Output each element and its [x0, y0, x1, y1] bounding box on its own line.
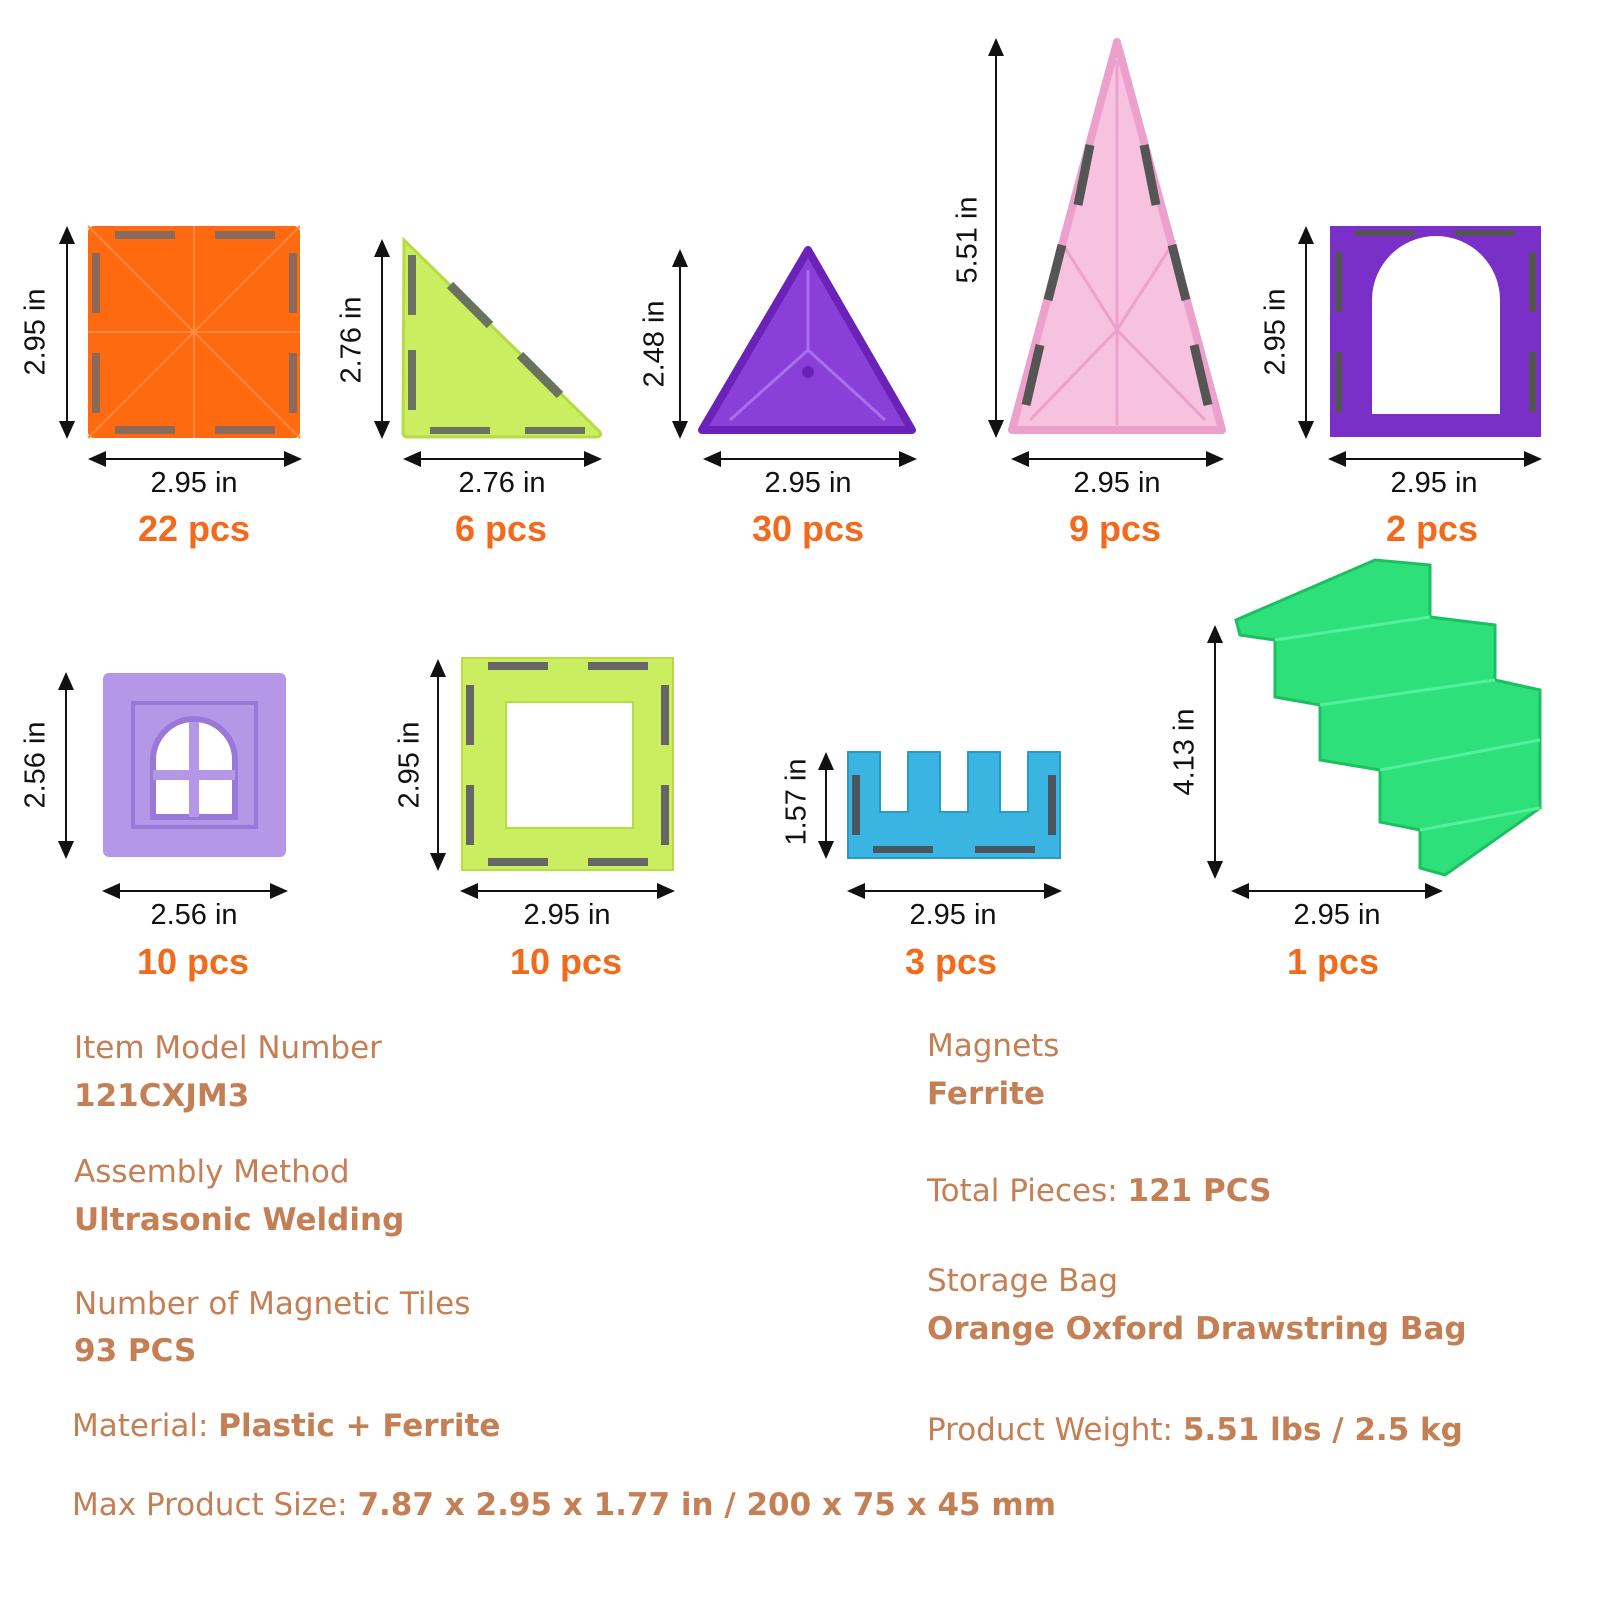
- piece-height-label: 2.95 in: [1259, 288, 1292, 376]
- tiles-value: 93 PCS: [74, 1333, 197, 1369]
- comb-tile-blue: [847, 751, 1061, 859]
- piece-height-label: 4.13 in: [1168, 708, 1201, 796]
- piece-width-label: 2.95 in: [523, 899, 611, 931]
- tall-triangle-tile-pink: [1008, 38, 1226, 434]
- weight-spec: Product Weight: 5.51 lbs / 2.5 kg: [927, 1415, 1463, 1446]
- piece-count: 3 pcs: [904, 941, 998, 982]
- piece-height-label: 2.48 in: [638, 300, 671, 388]
- piece-width-label: 2.95 in: [1390, 467, 1478, 499]
- material-spec: Material: Plastic + Ferrite: [72, 1411, 500, 1442]
- piece-width-label: 2.56 in: [150, 899, 238, 931]
- model-label: Item Model Number: [74, 1030, 382, 1066]
- weight-label: Product Weight:: [927, 1412, 1183, 1448]
- piece-count: 30 pcs: [751, 508, 865, 549]
- piece-count: 10 pcs: [136, 941, 250, 982]
- total-label: Total Pieces:: [927, 1173, 1128, 1209]
- total-value: 121 PCS: [1127, 1173, 1272, 1209]
- piece-width-label: 2.95 in: [909, 899, 997, 931]
- piece-count: 2 pcs: [1385, 508, 1479, 549]
- piece-height-label: 2.95 in: [393, 721, 426, 809]
- bag-value: Orange Oxford Drawstring Bag: [927, 1311, 1467, 1347]
- piece-width-label: 2.95 in: [150, 467, 238, 499]
- magnets-value: Ferrite: [927, 1076, 1045, 1112]
- piece-height-label: 1.57 in: [780, 758, 813, 846]
- square-frame-tile-lime: [461, 657, 674, 871]
- piece-width-label: 2.95 in: [1073, 467, 1161, 499]
- assembly-label: Assembly Method: [74, 1154, 350, 1190]
- piece-width-label: 2.95 in: [764, 467, 852, 499]
- piece-count: 10 pcs: [509, 941, 623, 982]
- model-value: 121CXJM3: [74, 1078, 250, 1114]
- piece-width-label: 2.95 in: [1293, 899, 1381, 931]
- total-spec: Total Pieces: 121 PCS: [927, 1176, 1271, 1207]
- pieces-illustration: [58, 38, 1542, 899]
- piece-height-label: 5.51 in: [951, 196, 984, 284]
- size-label: Max Product Size:: [72, 1487, 358, 1523]
- square-tile-orange: [87, 225, 301, 439]
- arch-tile-purple: [1330, 226, 1541, 437]
- material-label: Material:: [72, 1408, 219, 1444]
- piece-width-label: 2.76 in: [458, 467, 546, 499]
- triangle-tile-purple: [698, 246, 916, 434]
- size-value: 7.87 x 2.95 x 1.77 in / 200 x 75 x 45 mm: [357, 1487, 1056, 1523]
- piece-count: 22 pcs: [137, 508, 251, 549]
- material-value: Plastic + Ferrite: [218, 1408, 501, 1444]
- weight-value: 5.51 lbs / 2.5 kg: [1182, 1412, 1463, 1448]
- magnets-label: Magnets: [927, 1028, 1060, 1064]
- dimension-arrows: [58, 38, 1542, 899]
- right-triangle-tile-lime: [401, 236, 602, 439]
- piece-height-label: 2.76 in: [335, 296, 368, 384]
- window-tile-lavender: [103, 673, 286, 857]
- assembly-value: Ultrasonic Welding: [74, 1202, 405, 1238]
- piece-count: 9 pcs: [1068, 508, 1162, 549]
- bag-label: Storage Bag: [927, 1263, 1119, 1299]
- stairs-tile-green: [1234, 558, 1542, 877]
- piece-height-label: 2.95 in: [19, 288, 52, 376]
- tiles-label: Number of Magnetic Tiles: [74, 1286, 471, 1322]
- piece-height-label: 2.56 in: [19, 721, 52, 809]
- piece-count: 6 pcs: [454, 508, 548, 549]
- size-spec: Max Product Size: 7.87 x 2.95 x 1.77 in …: [72, 1490, 1056, 1521]
- piece-count: 1 pcs: [1286, 941, 1380, 982]
